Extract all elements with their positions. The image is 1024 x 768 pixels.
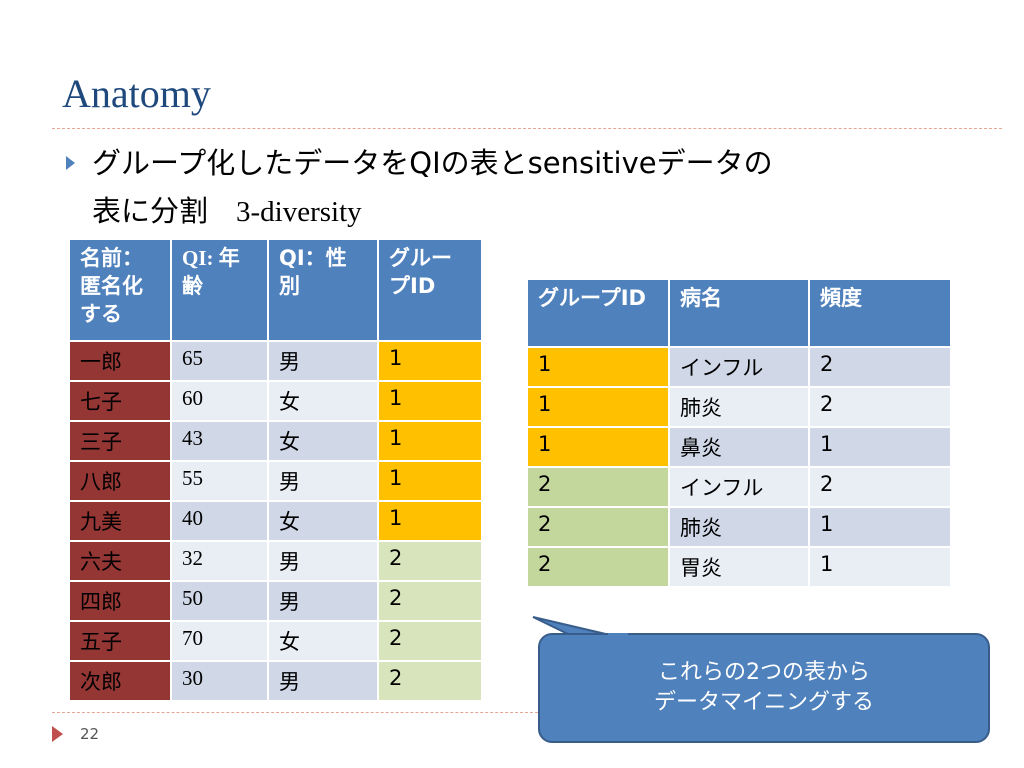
frequency-cell: 2 [810, 388, 950, 426]
name-cell: 五子 [70, 622, 170, 660]
header-group: グループID [379, 240, 481, 340]
callout-box: これらの2つの表から データマイニングする [538, 633, 990, 743]
group-cell: 1 [379, 422, 481, 460]
diversity-label: 3-diversity [236, 196, 362, 228]
disease-cell: 肺炎 [670, 508, 808, 546]
name-cell: 一郎 [70, 342, 170, 380]
name-cell: 四郎 [70, 582, 170, 620]
table-row: 次郎 30 男 2 [70, 662, 481, 700]
table-row: 八郎 55 男 1 [70, 462, 481, 500]
group-id-cell: 2 [528, 468, 668, 506]
name-cell: 八郎 [70, 462, 170, 500]
age-cell: 32 [172, 542, 267, 580]
frequency-cell: 1 [810, 428, 950, 466]
footer-divider [52, 712, 538, 713]
group-cell: 2 [379, 582, 481, 620]
callout-pointer-join [608, 633, 628, 639]
name-cell: 六夫 [70, 542, 170, 580]
sex-cell: 男 [269, 542, 377, 580]
slide-title: Anatomy [62, 71, 211, 116]
sex-cell: 女 [269, 622, 377, 660]
group-id-cell: 1 [528, 388, 668, 426]
table-row: 三子 43 女 1 [70, 422, 481, 460]
title-divider [52, 128, 1002, 129]
group-id-cell: 1 [528, 428, 668, 466]
group-id-cell: 1 [528, 348, 668, 386]
disease-cell: 胃炎 [670, 548, 808, 586]
age-cell: 30 [172, 662, 267, 700]
disease-cell: インフル [670, 468, 808, 506]
page-number: 22 [80, 725, 100, 743]
group-cell: 1 [379, 342, 481, 380]
table-row: 2 インフル 2 [528, 468, 950, 506]
table-row: 五子 70 女 2 [70, 622, 481, 660]
sex-cell: 女 [269, 382, 377, 420]
bullet-line-1: グループ化したデータをQIの表とsensitiveデータの [92, 146, 773, 180]
group-id-cell: 2 [528, 548, 668, 586]
name-cell: 三子 [70, 422, 170, 460]
header-age: QI: 年齢 [172, 240, 267, 340]
age-cell: 70 [172, 622, 267, 660]
frequency-cell: 1 [810, 508, 950, 546]
table-row: 2 肺炎 1 [528, 508, 950, 546]
frequency-cell: 2 [810, 348, 950, 386]
age-cell: 65 [172, 342, 267, 380]
disease-cell: インフル [670, 348, 808, 386]
table-row: 1 インフル 2 [528, 348, 950, 386]
table-row: 四郎 50 男 2 [70, 582, 481, 620]
sex-cell: 男 [269, 462, 377, 500]
callout-line-2: データマイニングする [653, 690, 874, 715]
sex-cell: 男 [269, 342, 377, 380]
group-cell: 1 [379, 462, 481, 500]
age-cell: 55 [172, 462, 267, 500]
disease-cell: 鼻炎 [670, 428, 808, 466]
bullet-triangle-icon [66, 156, 75, 170]
frequency-cell: 1 [810, 548, 950, 586]
bullet-line-2: 表に分割 3-diversity [92, 188, 362, 230]
age-cell: 40 [172, 502, 267, 540]
header-disease: 病名 [670, 280, 808, 346]
frequency-cell: 2 [810, 468, 950, 506]
age-cell: 43 [172, 422, 267, 460]
sex-cell: 女 [269, 502, 377, 540]
table-row: 1 鼻炎 1 [528, 428, 950, 466]
header-name: 名前：匿名化する [70, 240, 170, 340]
age-cell: 50 [172, 582, 267, 620]
group-cell: 2 [379, 622, 481, 660]
header-frequency: 頻度 [810, 280, 950, 346]
header-sex: QI：性別 [269, 240, 377, 340]
table-row: 九美 40 女 1 [70, 502, 481, 540]
table-row: 一郎 65 男 1 [70, 342, 481, 380]
header-group-id: グループID [528, 280, 668, 346]
bullet-line-2-jp: 表に分割 [92, 194, 209, 228]
group-id-cell: 2 [528, 508, 668, 546]
table-row: 2 胃炎 1 [528, 548, 950, 586]
age-cell: 60 [172, 382, 267, 420]
table-row: 1 肺炎 2 [528, 388, 950, 426]
sex-cell: 男 [269, 582, 377, 620]
callout-line-1: これらの2つの表から [658, 660, 870, 685]
name-cell: 七子 [70, 382, 170, 420]
sex-cell: 男 [269, 662, 377, 700]
footer-triangle-icon [52, 726, 63, 742]
name-cell: 九美 [70, 502, 170, 540]
name-cell: 次郎 [70, 662, 170, 700]
sex-cell: 女 [269, 422, 377, 460]
sensitive-table: グループID 病名 頻度 1 インフル 2 1 肺炎 2 1 鼻炎 1 2 インフル 2 2 肺炎 1 2 胃炎… [526, 278, 952, 588]
table-row: 六夫 32 男 2 [70, 542, 481, 580]
disease-cell: 肺炎 [670, 388, 808, 426]
table-row: 七子 60 女 1 [70, 382, 481, 420]
group-cell: 2 [379, 542, 481, 580]
group-cell: 1 [379, 502, 481, 540]
group-cell: 2 [379, 662, 481, 700]
group-cell: 1 [379, 382, 481, 420]
qi-table: 名前：匿名化する QI: 年齢 QI：性別 グループID 一郎 65 男 1 七子 60 女… [68, 238, 483, 702]
